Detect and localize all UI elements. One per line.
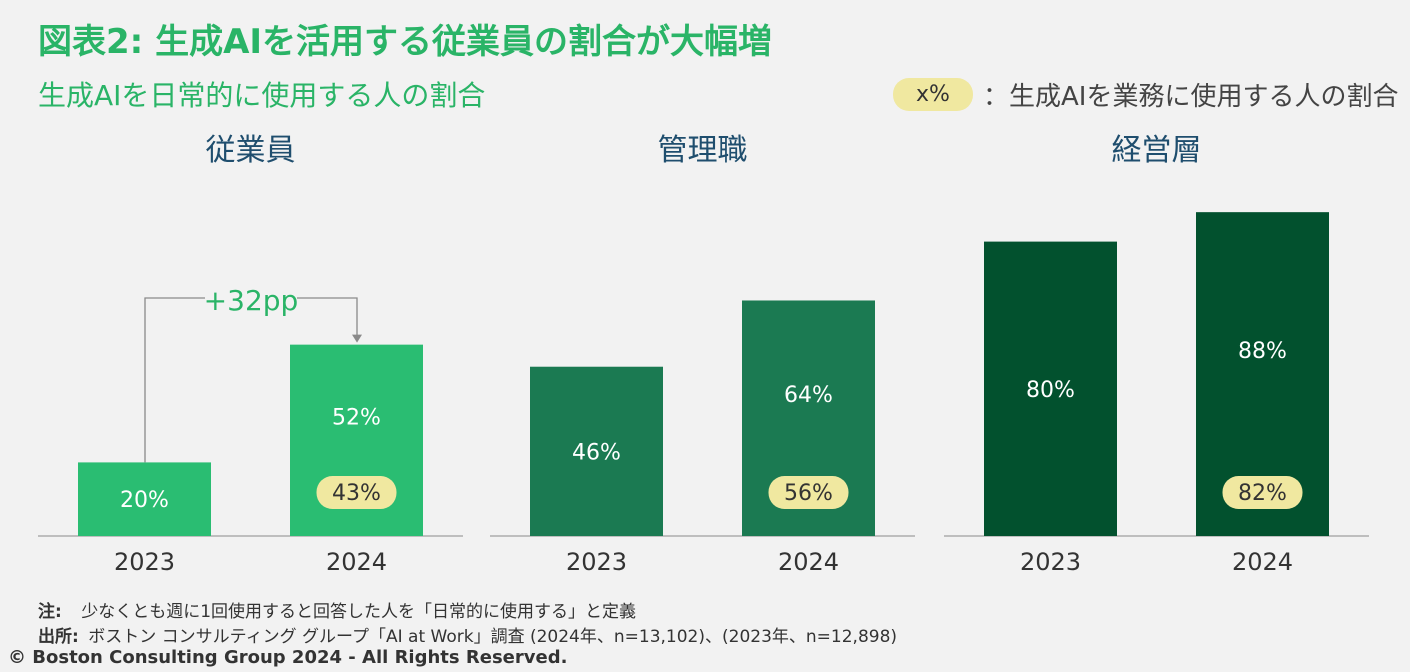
data-label: 88% [1238, 339, 1287, 364]
bar [530, 366, 663, 536]
x-tick-label: 2023 [1020, 548, 1081, 576]
work-use-label: 43% [332, 481, 381, 506]
copyright: © Boston Consulting Group 2024 - All Rig… [8, 647, 568, 668]
x-tick-label: 2024 [778, 548, 839, 576]
bar-chart: 従業員 20% 2023 52% 43% 2024 +32pp 管理職 46% 2023 64% 56… [38, 133, 1369, 576]
work-use-label: 56% [784, 481, 833, 506]
legend: x% ：生成AIを業務に使用する人の割合 [893, 76, 1398, 113]
source-label: 出所: [38, 627, 79, 647]
panel-title: 管理職 [658, 133, 748, 168]
panel-title: 従業員 [206, 133, 296, 168]
legend-swatch: x% [893, 78, 973, 111]
bar [984, 241, 1117, 536]
data-label: 52% [332, 405, 381, 430]
bar [78, 462, 211, 536]
data-label: 46% [572, 440, 621, 465]
legend-text: ：生成AIを業務に使用する人の割合 [983, 82, 1399, 112]
data-label: 64% [784, 383, 833, 408]
annotation-bracket-right [297, 297, 358, 337]
x-tick-label: 2023 [114, 548, 175, 576]
annotation-arrowhead [352, 334, 362, 343]
page-title: 図表2: 生成AIを活用する従業員の割合が大幅増 [38, 22, 773, 62]
note-text: 少なくとも週に1回使用すると回答した人を「日常的に使用する」と定義 [81, 602, 637, 622]
note-label: 注: [38, 602, 62, 622]
source: 出所: ボストン コンサルティング グループ「AI at Work」調査 (20… [38, 622, 897, 647]
source-text: ボストン コンサルティング グループ「AI at Work」調査 (2024年、… [88, 627, 898, 647]
work-use-pill [768, 476, 849, 509]
chart-subtitle: 生成AIを日常的に使用する人の割合 [38, 79, 486, 112]
work-use-pill [1222, 476, 1303, 509]
data-label: 80% [1026, 378, 1075, 403]
annotation-bracket-left [144, 297, 205, 463]
work-use-pill [316, 476, 397, 509]
note: 注: 少なくとも週に1回使用すると回答した人を「日常的に使用する」と定義 [38, 597, 636, 622]
x-tick-label: 2024 [326, 548, 387, 576]
x-tick-label: 2023 [566, 548, 627, 576]
panel-title: 経営層 [1112, 133, 1202, 168]
x-tick-label: 2024 [1232, 548, 1293, 576]
annotation-label: +32pp [204, 284, 299, 317]
data-label: 20% [120, 488, 169, 513]
work-use-label: 82% [1238, 481, 1287, 506]
